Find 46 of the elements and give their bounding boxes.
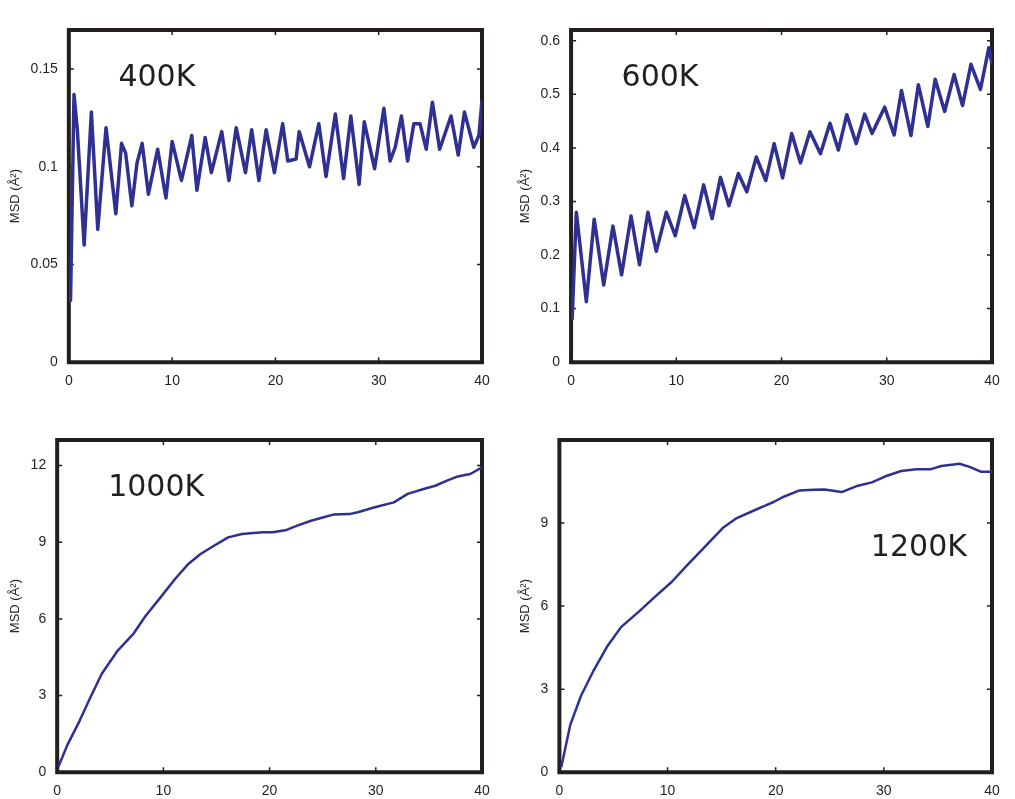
x-tick-label: 40 xyxy=(984,372,1000,389)
y-tick-label: 0.15 xyxy=(30,59,59,76)
x-tick-label: 10 xyxy=(164,372,181,389)
y-tick-label: 0 xyxy=(552,353,561,370)
y-tick-label: 0.05 xyxy=(30,255,59,272)
y-tick-label: 0 xyxy=(38,763,47,780)
annotation: 1000K xyxy=(108,468,206,504)
y-axis-title: MSD (Å²) xyxy=(7,579,23,634)
y-tick-label: 12 xyxy=(30,456,47,473)
annotation: 400K xyxy=(118,58,197,94)
x-tick-label: 20 xyxy=(773,372,790,389)
y-tick-label: 6 xyxy=(540,596,549,613)
y-axis-title: MSD (Å²) xyxy=(517,169,533,224)
annotation: 600K xyxy=(621,58,700,94)
y-tick-label: 0.1 xyxy=(38,157,59,174)
x-tick-label: 30 xyxy=(368,782,384,799)
x-tick-label: 20 xyxy=(267,372,284,389)
y-tick-label: 0 xyxy=(540,763,549,780)
y-tick-label: 0 xyxy=(50,353,59,370)
y-axis-title: MSD (Å²) xyxy=(7,169,23,224)
y-tick-label: 6 xyxy=(38,609,47,626)
y-tick-label: 0.5 xyxy=(540,85,561,102)
y-tick-label: 9 xyxy=(38,533,47,550)
y-tick-label: 0.2 xyxy=(540,245,561,262)
y-tick-label: 9 xyxy=(540,513,549,530)
x-tick-label: 40 xyxy=(474,782,490,799)
x-tick-label: 30 xyxy=(876,782,892,799)
y-tick-label: 3 xyxy=(38,686,47,703)
x-tick-label: 20 xyxy=(767,782,784,799)
x-tick-label: 10 xyxy=(659,782,676,799)
y-tick-label: 0.1 xyxy=(540,299,561,316)
y-tick-label: 3 xyxy=(540,680,549,697)
x-tick-label: 40 xyxy=(984,782,1000,799)
x-tick-label: 40 xyxy=(474,372,490,389)
y-tick-label: 0.3 xyxy=(540,192,561,209)
x-tick-label: 0 xyxy=(64,372,73,389)
x-tick-label: 0 xyxy=(567,372,576,389)
x-tick-label: 10 xyxy=(668,372,685,389)
x-tick-label: 20 xyxy=(261,782,278,799)
x-tick-label: 10 xyxy=(155,782,172,799)
y-tick-label: 0.6 xyxy=(540,31,561,48)
annotation: 1200K xyxy=(870,527,969,563)
x-tick-label: 30 xyxy=(370,372,387,389)
y-axis-title: MSD (Å²) xyxy=(517,579,533,634)
x-tick-label: 30 xyxy=(878,372,895,389)
y-tick-label: 0.4 xyxy=(540,138,561,155)
